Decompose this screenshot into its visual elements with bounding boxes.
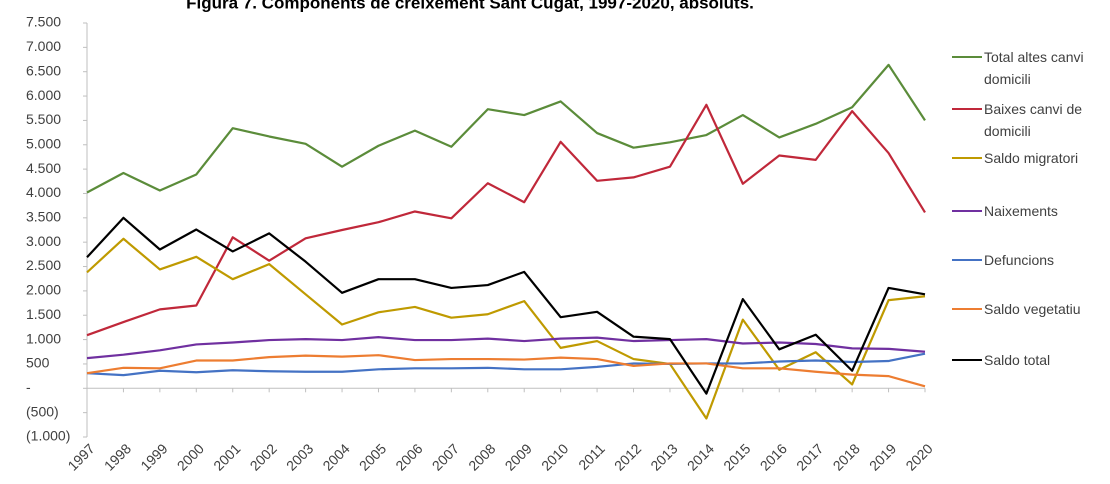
legend-entry: Saldo total [984,352,1051,368]
legend-entry: Total altes canvi domicili [984,49,1084,87]
x-tick-label: 2002 [247,440,280,473]
x-tick-label: 1997 [64,440,97,473]
x-tick-label: 1998 [101,440,134,473]
y-tick-label: (1.000) [26,428,70,444]
legend-swatch [952,359,982,361]
legend-swatch [952,157,982,159]
y-tick-label: 2.000 [26,282,61,298]
x-tick-label: 2004 [319,440,352,473]
legend-swatch [952,308,982,310]
legend-entry: Baixes canvi de domicili [984,101,1083,139]
x-tick-label: 2011 [575,440,608,473]
legend-swatch [952,259,982,261]
x-tick-label: 2003 [283,440,316,473]
x-tick-label: 2019 [866,440,899,473]
x-tick-label: 2016 [757,440,790,473]
y-tick-label: 7.500 [26,14,61,30]
series-line [86,352,926,377]
y-tick-label: 2.500 [26,257,61,273]
y-tick-label: 6.000 [26,87,61,103]
y-tick-label: 5.000 [26,135,61,151]
y-tick-label: - [26,379,31,395]
y-tick-label: 6.500 [26,62,61,78]
y-tick-label: 4.500 [26,160,61,176]
x-tick-label: 2001 [210,440,243,473]
legend-entry: Saldo vegetatiu [984,301,1081,317]
x-tick-label: 2017 [793,440,826,473]
x-tick-label: 2012 [611,440,644,473]
x-tick-label: 2005 [356,440,389,473]
legend-entry: Defuncions [984,252,1055,268]
y-tick-label: 4.000 [26,184,61,200]
x-tick-label: 2015 [720,440,753,473]
x-tick-label: 2000 [174,440,207,473]
legend-swatch [952,210,982,212]
series-line [86,216,926,395]
x-tick-label: 2008 [465,440,498,473]
x-tick-label: 2014 [684,440,717,473]
x-tick-label: 2006 [392,440,425,473]
series-line [86,63,926,194]
y-tick-label: 7.000 [26,38,61,54]
y-tick-label: 1.000 [26,330,61,346]
x-tick-label: 2020 [902,440,935,473]
x-tick-label: 2007 [429,440,462,473]
x-tick-label: 2009 [502,440,535,473]
legend-entry: Naixements [984,203,1058,219]
y-tick-label: 1.500 [26,306,61,322]
legend-swatch [952,108,982,110]
series-line [86,354,926,388]
legend-entry: Saldo migratori [984,150,1079,166]
y-tick-label: 3.500 [26,209,61,225]
chart-title: Figura 7. Components de creixement Sant … [186,0,754,12]
y-tick-label: 3.000 [26,233,61,249]
legend-swatch [952,56,982,58]
x-tick-label: 2013 [647,440,680,473]
y-tick-label: 5.500 [26,111,61,127]
y-tick-label: (500) [26,403,59,419]
y-tick-label: 500 [26,355,50,371]
series-line [86,103,926,337]
x-tick-label: 1999 [137,440,170,473]
series-line [86,237,926,420]
x-tick-label: 2010 [538,440,571,473]
x-tick-label: 2018 [830,440,863,473]
series-line [86,336,926,360]
